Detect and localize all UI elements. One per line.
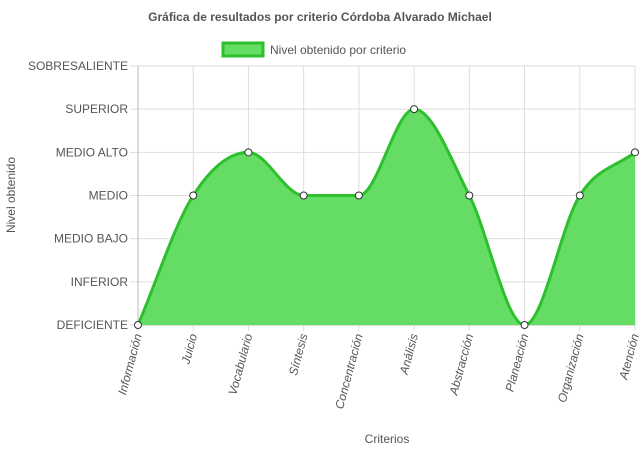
data-point[interactable] [520, 321, 529, 329]
x-tick-label: Concentración [332, 332, 366, 411]
y-axis-ticks: DEFICIENTE INFERIOR MEDIO BAJO MEDIO MEDIO A… [28, 59, 128, 332]
y-tick-label: MEDIO ALTO [56, 145, 128, 159]
chart-title: Gráfica de resultados por criterio Córdo… [148, 10, 492, 24]
x-tick-label: Síntesis [286, 332, 311, 377]
x-tick-label: Atención [616, 332, 639, 382]
data-point[interactable] [354, 191, 363, 200]
y-tick-label: SUPERIOR [65, 102, 128, 116]
y-axis-title: Nivel obtenido [4, 157, 18, 233]
data-point[interactable] [244, 148, 253, 157]
data-point[interactable] [299, 191, 308, 200]
legend-swatch [221, 41, 265, 58]
plot-area [136, 107, 636, 327]
data-point[interactable] [134, 321, 142, 329]
data-point[interactable] [465, 191, 474, 200]
x-tick-label: Análisis [397, 332, 421, 377]
data-point[interactable] [410, 105, 419, 114]
y-tick-label: MEDIO [89, 189, 128, 203]
y-tick-label: SOBRESALIENTE [28, 59, 128, 73]
legend-label: Nivel obtenido por criterio [270, 43, 406, 57]
x-axis-ticks: Información Juicio Vocabulario Síntesis Conc… [115, 332, 639, 411]
x-tick-label: Abstracción [446, 332, 476, 397]
area-fill [138, 109, 635, 326]
data-point[interactable] [575, 191, 584, 200]
x-tick-label: Juicio [178, 332, 200, 367]
x-tick-label: Información [115, 332, 145, 396]
legend[interactable]: Nivel obtenido por criterio [221, 41, 406, 58]
x-tick-label: Organización [555, 332, 587, 404]
data-points [134, 105, 639, 329]
y-tick-label: MEDIO BAJO [54, 232, 128, 246]
x-axis-title: Criterios [365, 432, 410, 446]
x-tick-label: Vocabulario [226, 332, 256, 397]
y-tick-label: DEFICIENTE [57, 318, 128, 332]
x-tick-label: Planeación [503, 332, 532, 393]
series-line [136, 107, 636, 327]
data-point[interactable] [631, 148, 639, 157]
data-point[interactable] [189, 191, 198, 200]
y-tick-label: INFERIOR [71, 275, 129, 289]
